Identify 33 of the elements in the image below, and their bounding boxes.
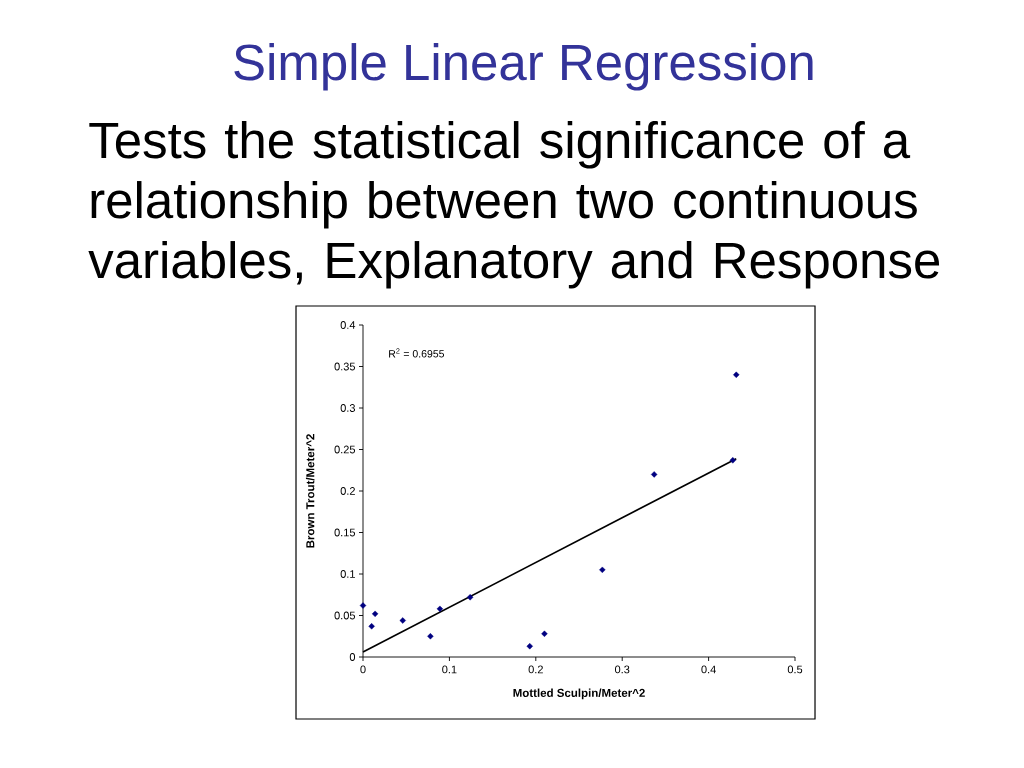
y-tick-label: 0.3 (340, 404, 356, 412)
point (526, 643, 533, 650)
point (371, 610, 379, 618)
y-tick-label: 0.25 (334, 445, 356, 454)
y-tick-label: 0.05 (334, 611, 356, 620)
y-axis-title: Brown Trout/Meter^2 (305, 434, 315, 548)
y-tick-label: 0.1 (340, 570, 355, 578)
y-tick-label: 0.15 (334, 528, 356, 537)
x-tick-label: 0.5 (787, 665, 803, 674)
point (359, 602, 367, 609)
point (399, 617, 406, 624)
x-tick-label: 0.3 (615, 665, 630, 674)
y-tick-label: 0.2 (340, 487, 355, 495)
point (368, 623, 375, 630)
y-tick-label: 0 (349, 653, 356, 661)
point (436, 605, 444, 613)
point (651, 471, 658, 478)
point (733, 371, 740, 378)
x-axis-title: Mottled Sculpin/Meter^2 (513, 688, 645, 700)
x-tick-label: 0.2 (528, 665, 543, 674)
point (427, 633, 434, 640)
annotation: R$^{2}$ = 0.6955 (389, 348, 445, 358)
x-tick-label: 0 (360, 665, 366, 674)
point (599, 566, 606, 574)
point (729, 457, 736, 464)
point (541, 630, 548, 637)
chart-subtitle: Tests the statistical significance of a relationship between two continuous variables, Explanatory and Response (88, 121, 940, 289)
chart-title: Simple Linear Regression (234, 43, 813, 91)
y-tick-label: 0.35 (334, 362, 356, 371)
y-tick-label: 0.4 (340, 321, 356, 329)
x-tick-label: 0.1 (442, 665, 457, 674)
point (466, 594, 474, 601)
x-tick-label: 0.4 (701, 665, 716, 674)
